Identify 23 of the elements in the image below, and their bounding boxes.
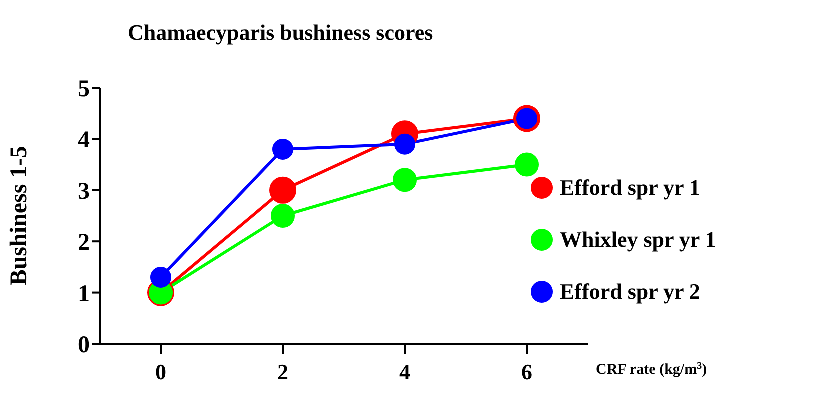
x-tick-label: 6 <box>522 360 532 385</box>
point <box>393 168 417 192</box>
y-tick-label: 2 <box>78 230 90 256</box>
x-axis-title: CRF rate (kg/m$^{3}$) <box>596 360 708 378</box>
point <box>271 204 295 228</box>
point <box>150 266 172 288</box>
y-tick-label: 5 <box>78 76 90 103</box>
y-tick-label: 3 <box>78 178 90 205</box>
legend-label: Efford spr yr 2 <box>560 279 700 305</box>
point <box>270 176 296 204</box>
point <box>272 138 294 160</box>
point <box>394 134 416 155</box>
y-tick-label: 0 <box>78 332 90 359</box>
x-tick-label: 4 <box>400 360 410 385</box>
chart-title: Chamaecyparis bushiness scores <box>128 20 434 46</box>
legend-label: Efford spr yr 1 <box>560 175 700 201</box>
y-tick-label: 1 <box>78 281 90 308</box>
x-tick-label: 0 <box>156 360 166 385</box>
point <box>515 152 539 177</box>
x-tick-label: 2 <box>278 360 288 385</box>
y-tick-label: 4 <box>78 128 90 154</box>
legend-label: Whixley spr yr 1 <box>560 227 716 253</box>
y-axis-title: Bushiness 1-5 <box>6 146 33 286</box>
